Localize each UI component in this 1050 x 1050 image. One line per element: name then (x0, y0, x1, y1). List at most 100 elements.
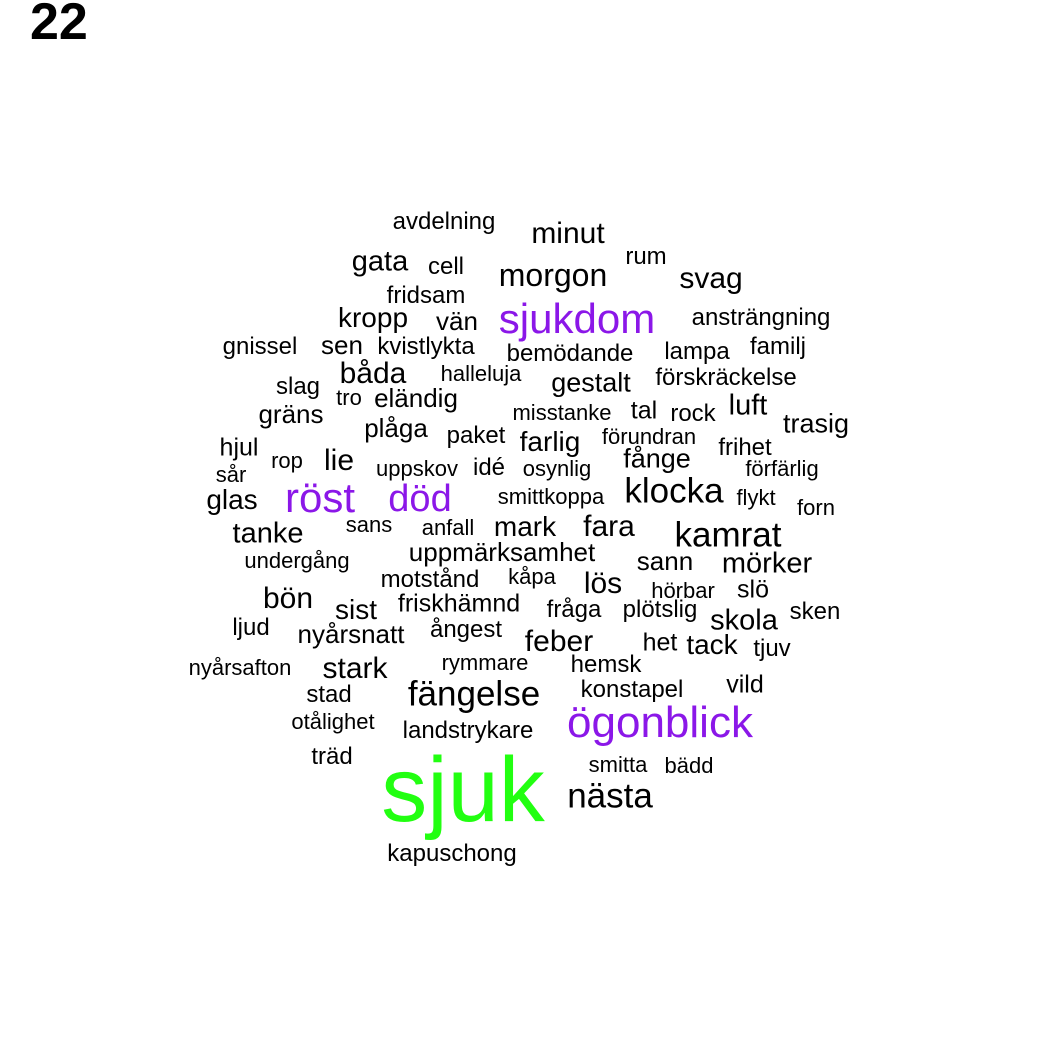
word-bemodande: bemödande (506, 340, 634, 367)
word-sjuk: sjuk (381, 739, 545, 841)
word-gestalt: gestalt (551, 367, 631, 398)
word-undergang: undergång (244, 548, 350, 573)
word-kamrat: kamrat (674, 515, 782, 555)
word-skola: skola (710, 604, 778, 637)
word-glas: glas (206, 484, 258, 515)
word-forfarlig: förfärlig (745, 456, 819, 481)
word-landstrykare: landstrykare (402, 717, 534, 744)
word-nasta: nästa (567, 776, 653, 816)
word-tro: tro (336, 385, 362, 410)
word-luft: luft (728, 389, 768, 422)
word-paket: paket (446, 422, 506, 449)
word-nyarsafton: nyårsafton (188, 655, 292, 680)
word-kapuschong: kapuschong (387, 840, 517, 867)
word-ogonblick: ögonblick (567, 698, 753, 747)
word-bon: bön (262, 582, 314, 615)
word-smittkoppa: smittkoppa (497, 484, 605, 509)
word-konstapel: konstapel (580, 676, 684, 703)
word-anfall: anfall (421, 515, 475, 540)
word-anstrangning: ansträngning (691, 304, 831, 331)
word-hjul: hjul (219, 433, 259, 462)
word-plaga: plåga (364, 413, 428, 443)
word-farlig: farlig (519, 426, 581, 457)
word-nyarsnatt: nyårsnatt (297, 619, 405, 649)
word-grans: gräns (258, 399, 324, 429)
word-van: vän (436, 306, 478, 336)
word-trad: träd (311, 743, 353, 770)
word-tal: tal (630, 396, 658, 425)
word-trasig: trasig (782, 408, 850, 439)
word-mark: mark (493, 511, 557, 542)
word-angest: ångest (429, 616, 503, 643)
word-stad: stad (306, 681, 352, 708)
word-plotslig: plötslig (622, 596, 698, 623)
word-misstanke: misstanke (512, 400, 612, 425)
word-lie: lie (323, 444, 355, 477)
word-uppmarksamhet: uppmärksamhet (408, 537, 596, 567)
word-gata: gata (351, 245, 409, 278)
word-stark: stark (322, 652, 388, 685)
word-sjukdom: sjukdom (498, 295, 656, 342)
word-sar: sår (215, 462, 247, 487)
word-rum: rum (625, 243, 667, 270)
word-gnissel: gnissel (222, 333, 298, 360)
word-vild: vild (726, 670, 764, 699)
word-uppskov: uppskov (376, 456, 458, 481)
word-morker: mörker (721, 547, 813, 580)
word-fangelse: fängelse (407, 674, 541, 714)
word-rymmare: rymmare (441, 650, 529, 675)
word-forskrackelse: förskräckelse (655, 364, 797, 391)
word-frihet: frihet (718, 434, 772, 461)
word-bada: båda (339, 357, 407, 390)
word-hemsk: hemsk (570, 651, 642, 678)
word-dod: död (388, 478, 452, 520)
word-kapa: kåpa (508, 564, 556, 589)
word-elandig: eländig (374, 383, 458, 413)
word-fara: fara (583, 510, 635, 543)
word-ide: idé (472, 454, 506, 481)
page-number: 22 (30, 0, 88, 51)
word-svag: svag (679, 262, 743, 295)
word-horbar: hörbar (651, 578, 715, 603)
word-motstand: motstånd (380, 566, 480, 593)
word-lampa: lampa (664, 338, 730, 365)
word-het: het (642, 628, 678, 657)
word-cell: cell (427, 253, 465, 280)
word-sen: sen (321, 330, 363, 360)
word-forundran: förundran (601, 424, 697, 449)
word-los: lös (583, 567, 623, 600)
word-sken: sken (789, 598, 841, 625)
word-otalighet: otålighet (291, 709, 375, 734)
word-rost: röst (284, 474, 356, 521)
word-slag: slag (275, 373, 321, 400)
word-sans: sans (345, 512, 393, 537)
word-rop: rop (271, 448, 303, 473)
word-tjuv: tjuv (753, 635, 791, 662)
word-fange: fånge (623, 443, 691, 474)
word-morgon: morgon (498, 257, 608, 293)
word-feber: feber (524, 625, 594, 658)
word-slo: slö (737, 575, 769, 604)
word-osynlig: osynlig (522, 456, 592, 481)
word-rock: rock (670, 400, 716, 427)
word-forn: forn (797, 495, 835, 520)
word-sist: sist (335, 594, 377, 625)
word-avdelning: avdelning (392, 208, 496, 235)
word-kvistlykta: kvistlykta (377, 333, 475, 360)
word-sann: sann (636, 546, 694, 576)
word-tack: tack (686, 629, 738, 660)
word-ljud: ljud (232, 614, 270, 641)
word-halleluja: halleluja (440, 361, 522, 386)
word-flykt: flykt (736, 485, 776, 510)
word-familj: familj (749, 333, 807, 360)
word-badd: bädd (664, 753, 714, 778)
word-klocka: klocka (624, 471, 724, 511)
word-fridsam: fridsam (386, 282, 466, 309)
word-tanke: tanke (232, 517, 304, 550)
word-smitta: smitta (588, 752, 648, 777)
word-kropp: kropp (337, 302, 409, 333)
word-minut: minut (531, 217, 605, 250)
word-friskhamnd: friskhämnd (397, 589, 521, 618)
word-fraga: fråga (546, 596, 602, 623)
